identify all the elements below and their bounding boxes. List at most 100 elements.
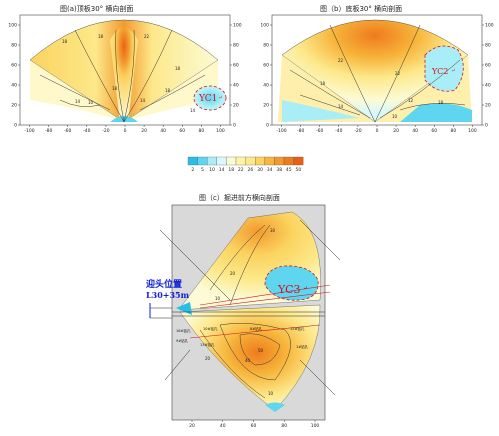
y-tick-label: 100 bbox=[8, 23, 17, 29]
panel-c-contour-label: 40 bbox=[245, 358, 251, 363]
panel-c-red-lines bbox=[189, 284, 331, 339]
y-tick-label-right: 60 bbox=[233, 63, 239, 69]
panel-b-contour-label: 18 bbox=[320, 81, 326, 86]
panel-a-contour-label: 10 bbox=[88, 100, 94, 105]
zone-label-yc2: YC2 bbox=[431, 67, 448, 76]
panel-c-contour-label: 20 bbox=[205, 356, 211, 361]
x-tick-label: -20 bbox=[102, 128, 109, 134]
panel-c-contour-label: 10 bbox=[215, 296, 221, 301]
panel-b-contour-label: 12 bbox=[408, 98, 414, 103]
x-tick-label: 80 bbox=[281, 423, 287, 429]
colorbar-swatch bbox=[245, 156, 256, 166]
panel-b-contour-label: 18 bbox=[438, 100, 444, 105]
x-tick-label: 0 bbox=[124, 128, 127, 134]
y-tick-label: 40 bbox=[11, 83, 17, 89]
panel-a-core bbox=[110, 27, 138, 122]
x-tick-label: -60 bbox=[316, 128, 323, 134]
x-tick-label: -20 bbox=[354, 128, 361, 134]
panel-b-fan bbox=[281, 19, 469, 123]
borehole-label: 10#钻孔 bbox=[203, 326, 218, 331]
colorbar-swatch bbox=[226, 156, 237, 166]
x-tick-label: 20 bbox=[393, 128, 399, 134]
colorbar-tick-label: 50 bbox=[296, 167, 302, 173]
colorbar-swatch bbox=[264, 156, 275, 166]
x-tick-label: -100 bbox=[24, 128, 34, 134]
colorbar-tick-label: 34 bbox=[267, 167, 273, 173]
panel-b-contour-label: 22 bbox=[338, 58, 344, 63]
panel-a-contour-label: 18 bbox=[175, 66, 181, 71]
x-tick-label: 40 bbox=[412, 128, 418, 134]
borehole-label: 15#钻孔 bbox=[290, 326, 305, 331]
colorbar-tick-label: 45 bbox=[286, 167, 292, 173]
x-tick-label: -100 bbox=[276, 128, 286, 134]
borehole-label: 1#钻孔 bbox=[296, 344, 309, 349]
y-tick-label: 20 bbox=[263, 103, 269, 109]
y-tick-label-right: 80 bbox=[485, 43, 491, 49]
panel-c-contour-label: 20 bbox=[230, 271, 236, 276]
panel-c-contours bbox=[199, 224, 291, 399]
y-tick-label: 60 bbox=[263, 63, 269, 69]
x-tick-label: 100 bbox=[216, 128, 225, 134]
y-tick-label: 80 bbox=[11, 43, 17, 49]
panel-c-contour-label: 10 bbox=[268, 391, 274, 396]
colorbar-tick-label: 10 bbox=[209, 167, 215, 173]
panel-c-contour-label: 30 bbox=[270, 228, 276, 233]
y-tick-label: 80 bbox=[263, 43, 269, 49]
x-tick-label: 100 bbox=[311, 423, 320, 429]
colorbar-swatch bbox=[235, 156, 246, 166]
y-tick-label-right: 80 bbox=[233, 43, 239, 49]
zone-mark-yc2: ↵ bbox=[451, 68, 455, 74]
panel-b-yc2-region bbox=[424, 45, 464, 92]
panel-a-title: 图(a)顶板30° 横向剖面 bbox=[60, 5, 134, 13]
panel-c: 30 50 40 20 20 10 10 16#钻孔 10#钻孔 8#钻孔 15… bbox=[146, 204, 341, 421]
panel-a-contour-label: 22 bbox=[144, 34, 150, 39]
panel-a-contour-label: 18 bbox=[112, 86, 118, 91]
x-tick-label: 60 bbox=[251, 423, 257, 429]
panel-b-blue-floor-right bbox=[400, 103, 472, 122]
y-tick-label: 40 bbox=[263, 83, 269, 89]
y-tick-label-right: 100 bbox=[485, 23, 494, 29]
colorbar-swatch bbox=[207, 156, 217, 166]
colorbar-tick-label: 2 bbox=[191, 167, 194, 173]
colorbar-tick-label: 14 bbox=[219, 167, 225, 173]
y-tick-label-right: 40 bbox=[233, 83, 239, 89]
annotation-heading-position: 迎头位置 bbox=[146, 278, 182, 290]
x-tick-label: 40 bbox=[220, 423, 226, 429]
x-tick-label: 0 bbox=[376, 128, 379, 134]
colorbar-swatch bbox=[283, 156, 294, 166]
borehole-label: 8#钻孔 bbox=[250, 326, 263, 331]
colorbar-tick-label: 30 bbox=[257, 167, 263, 173]
panel-a-contour-label: 18 bbox=[62, 39, 68, 44]
panel-a-contour-label: 14 bbox=[75, 99, 81, 104]
colorbar: 2 5 10 14 18 22 26 30 34 38 45 50 bbox=[187, 156, 304, 173]
y-tick-label-right: 20 bbox=[485, 103, 491, 109]
zone-label-yc3: YC3 bbox=[277, 283, 300, 296]
colorbar-swatch bbox=[187, 156, 198, 166]
colorbar-tick-label: 38 bbox=[276, 167, 282, 173]
borehole-label: 13#钻孔 bbox=[200, 342, 215, 347]
panel-c-contour-label: 50 bbox=[258, 348, 264, 353]
x-tick-label: 20 bbox=[189, 423, 195, 429]
panel-a-blue-floor bbox=[110, 116, 138, 122]
panel-c-blue-tip-bottom bbox=[265, 402, 285, 412]
y-tick-label-right: 40 bbox=[485, 83, 491, 89]
panel-b-contours bbox=[289, 24, 466, 123]
panel-c-ticks: 20 40 60 80 100 bbox=[189, 420, 319, 429]
colorbar-swatch bbox=[216, 156, 227, 166]
panel-b-contour-label: 14 bbox=[338, 104, 344, 109]
y-tick-label: 0 bbox=[14, 123, 17, 129]
panel-a: 18 18 18 14 10 18 22 14 18 14 YC1 ↵ bbox=[19, 14, 231, 126]
colorbar-tick-label: 5 bbox=[201, 167, 204, 173]
y-tick-label-right: 20 bbox=[233, 103, 239, 109]
x-tick-label: 80 bbox=[198, 128, 204, 134]
y-tick-label-right: 100 bbox=[233, 23, 242, 29]
panel-a-yc1-region bbox=[193, 85, 227, 111]
y-tick-label: 20 bbox=[11, 103, 17, 109]
panel-b-contour-label: 10 bbox=[392, 114, 398, 119]
y-tick-label-right: 0 bbox=[233, 123, 236, 129]
panel-a-contour-label: 14 bbox=[190, 108, 196, 113]
x-tick-label: 100 bbox=[468, 128, 477, 134]
colorbar-tick-label: 22 bbox=[238, 167, 244, 173]
panel-c-yc3-region bbox=[264, 265, 319, 301]
